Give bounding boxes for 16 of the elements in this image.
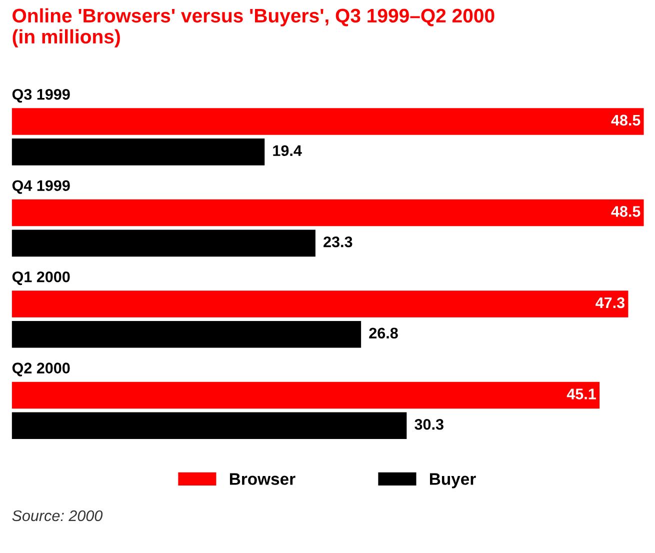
source-note: Source: 2000: [12, 510, 103, 522]
legend-label: Browser: [230, 473, 296, 485]
data-label: 45.1: [566, 388, 596, 400]
data-label: 47.3: [596, 297, 625, 308]
data-label: 48.5: [611, 206, 640, 217]
legend-label: Buyer: [430, 473, 476, 488]
data-label: 23.3: [324, 236, 352, 248]
chart-title: Online 'Browsers' versus 'Buyers', Q3 1999–Q2 2000 (in millions): [12, 8, 494, 48]
data-label: 48.5: [611, 114, 640, 126]
data-label: 19.4: [273, 145, 302, 156]
y-tick-label: Q1 2000: [12, 271, 70, 286]
data-label: 26.8: [369, 328, 398, 339]
y-tick-label: Q3 1999: [12, 88, 70, 103]
y-tick-label: Q2 2000: [12, 362, 70, 376]
y-tick-label: Q4 1999: [12, 180, 70, 194]
data-label: 30.3: [414, 418, 444, 430]
